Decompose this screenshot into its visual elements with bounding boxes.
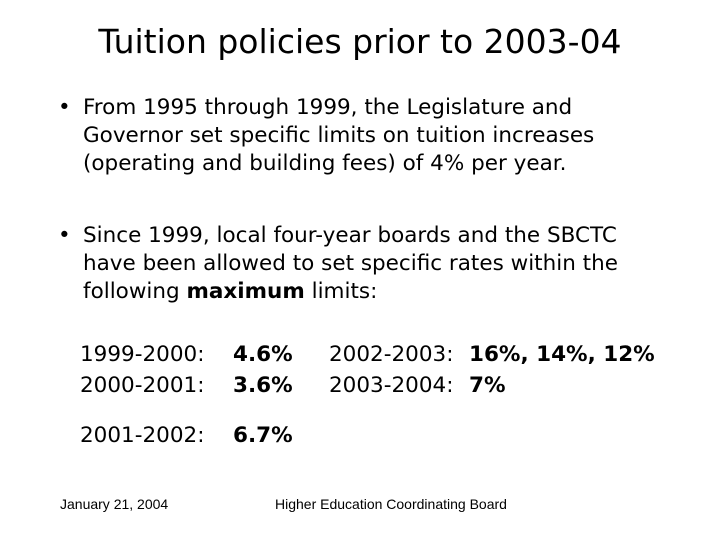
rate-value: 3.6% bbox=[233, 373, 293, 398]
rate-year: 2000-2001: bbox=[80, 373, 205, 398]
rate-year: 2001-2002: bbox=[80, 423, 205, 448]
rate-value: 6.7% bbox=[233, 423, 293, 448]
footer-organization: Higher Education Coordinating Board bbox=[275, 496, 507, 512]
bullet-marker: • bbox=[58, 223, 71, 248]
footer-date: January 21, 2004 bbox=[60, 496, 169, 512]
rate-value: 7% bbox=[469, 373, 506, 398]
bullet-text-part: Since 1999, local four-year boards and t… bbox=[83, 223, 618, 304]
rate-year: 2003-2004: bbox=[329, 373, 454, 398]
bullet-text-part: limits: bbox=[304, 279, 378, 304]
rate-value: 16%, 14%, 12% bbox=[469, 342, 655, 367]
bullet-text: From 1995 through 1999, the Legislature … bbox=[83, 95, 595, 176]
bullet-text-emphasis: maximum bbox=[186, 279, 305, 304]
slide-title: Tuition policies prior to 2003-04 bbox=[98, 22, 622, 61]
bullet-marker: • bbox=[58, 95, 71, 120]
rate-year: 1999-2000: bbox=[80, 342, 205, 367]
bullet-text: Since 1999, local four-year boards and t… bbox=[83, 222, 673, 306]
rate-year: 2002-2003: bbox=[329, 342, 454, 367]
rate-value: 4.6% bbox=[233, 342, 293, 367]
